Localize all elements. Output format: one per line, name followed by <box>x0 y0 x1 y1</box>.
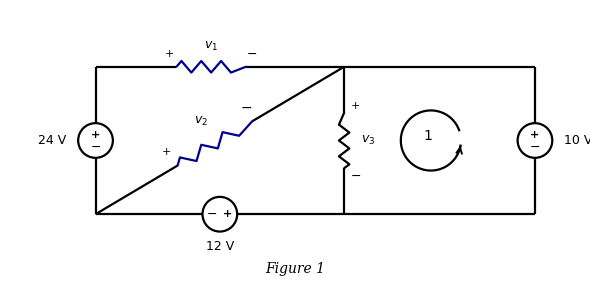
Text: $v_3$: $v_3$ <box>361 134 376 147</box>
Text: +: + <box>351 101 360 111</box>
Text: +: + <box>165 49 174 59</box>
Text: −: − <box>241 100 253 115</box>
Text: 10 V: 10 V <box>564 134 590 147</box>
Circle shape <box>517 123 552 158</box>
Text: +: + <box>91 130 100 140</box>
Text: +: + <box>162 147 171 157</box>
Text: −: − <box>207 208 218 221</box>
Circle shape <box>202 197 237 231</box>
Text: −: − <box>247 48 257 60</box>
Text: −: − <box>90 141 101 154</box>
Circle shape <box>78 123 113 158</box>
Text: $v_1$: $v_1$ <box>204 40 218 53</box>
Text: +: + <box>223 209 232 219</box>
Text: 24 V: 24 V <box>38 134 66 147</box>
Text: +: + <box>530 130 540 140</box>
Text: −: − <box>530 141 540 154</box>
Text: 1: 1 <box>424 129 432 143</box>
Text: Figure 1: Figure 1 <box>265 262 325 276</box>
Text: −: − <box>350 170 361 183</box>
Text: $v_2$: $v_2$ <box>194 115 208 128</box>
Text: 12 V: 12 V <box>206 239 234 253</box>
